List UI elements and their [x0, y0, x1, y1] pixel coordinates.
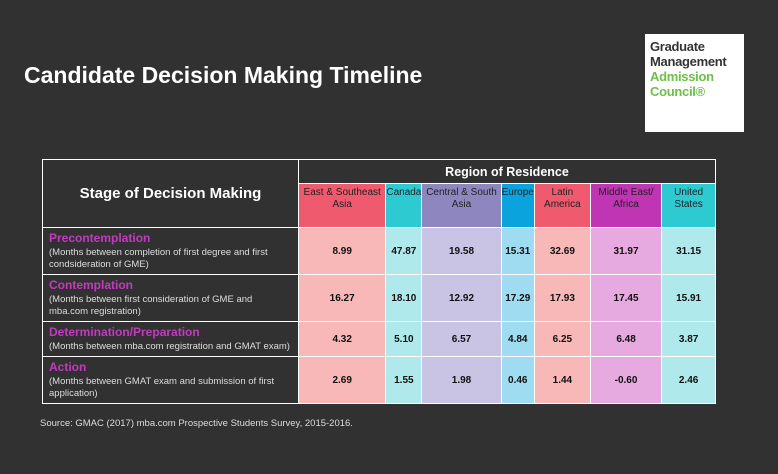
value-cell: 31.97 — [589, 227, 663, 275]
value-cell: 15.91 — [661, 274, 716, 322]
region-header: Region of Residence — [298, 159, 716, 184]
table-row: Precontemplation (Months between completi… — [42, 227, 716, 275]
value-cell: 31.15 — [661, 227, 716, 275]
stage-description: (Months between GMAT exam and submission… — [49, 376, 275, 399]
stage-description: (Months between first consideration of G… — [49, 294, 253, 317]
value-cell: 19.58 — [421, 227, 502, 275]
value-cell: 15.31 — [500, 227, 535, 275]
source-note: Source: GMAC (2017) mba.com Prospective … — [40, 418, 353, 429]
value-cell: 32.69 — [533, 227, 591, 275]
logo-line: Admission — [650, 69, 714, 84]
column-header: East & Southeast Asia — [297, 183, 387, 228]
table-row: Contemplation (Months between first consi… — [42, 274, 716, 322]
stage-cell: Determination/Preparation (Months between… — [42, 321, 299, 357]
value-cell: 0.46 — [500, 356, 535, 404]
column-header: United States — [661, 183, 716, 228]
main-content: Stage of Decision Making Region of Resid… — [40, 159, 716, 430]
column-header: Canada — [385, 183, 423, 228]
column-header: Middle East/ Africa — [589, 183, 663, 228]
stage-description: (Months between mba.com registration and… — [49, 341, 290, 352]
value-cell: 8.99 — [297, 227, 387, 275]
value-cell: 1.55 — [385, 356, 423, 404]
table-row: Action (Months between GMAT exam and subm… — [42, 356, 716, 404]
logo-line: Graduate — [650, 39, 705, 54]
logo-line: Council® — [650, 84, 705, 99]
stage-header: Stage of Decision Making — [42, 159, 299, 228]
column-header: Central & South Asia — [421, 183, 502, 228]
value-cell: 6.25 — [533, 321, 591, 357]
value-cell: 17.29 — [500, 274, 535, 322]
value-cell: 18.10 — [385, 274, 423, 322]
logo-line: Management — [650, 54, 727, 69]
value-cell: 4.84 — [500, 321, 535, 357]
column-header: Latin America — [533, 183, 591, 228]
value-cell: 1.98 — [421, 356, 502, 404]
stage-cell: Precontemplation (Months between completi… — [42, 227, 299, 275]
page-title: Candidate Decision Making Timeline — [24, 62, 423, 88]
value-cell: 2.69 — [297, 356, 387, 404]
stage-name: Action — [49, 360, 87, 374]
stage-name: Determination/Preparation — [49, 325, 200, 339]
value-cell: 6.57 — [421, 321, 502, 357]
stage-cell: Contemplation (Months between first consi… — [42, 274, 299, 322]
value-cell: 6.48 — [589, 321, 663, 357]
value-cell: 16.27 — [297, 274, 387, 322]
value-cell: 5.10 — [385, 321, 423, 357]
value-cell: 3.87 — [661, 321, 716, 357]
timeline-table: Stage of Decision Making Region of Resid… — [42, 159, 716, 404]
value-cell: 17.45 — [589, 274, 663, 322]
table-row: Determination/Preparation (Months between… — [42, 321, 716, 357]
value-cell: -0.60 — [589, 356, 663, 404]
value-cell: 2.46 — [661, 356, 716, 404]
column-header: Europe — [500, 183, 535, 228]
value-cell: 47.87 — [385, 227, 423, 275]
value-cell: 4.32 — [297, 321, 387, 357]
stage-description: (Months between completion of first degr… — [49, 247, 268, 270]
value-cell: 17.93 — [533, 274, 591, 322]
value-cell: 1.44 — [533, 356, 591, 404]
stage-name: Precontemplation — [49, 231, 151, 245]
stage-cell: Action (Months between GMAT exam and subm… — [42, 356, 299, 404]
gmac-logo: Graduate Management Admission Council® — [645, 34, 744, 132]
stage-name: Contemplation — [49, 278, 133, 292]
value-cell: 12.92 — [421, 274, 502, 322]
